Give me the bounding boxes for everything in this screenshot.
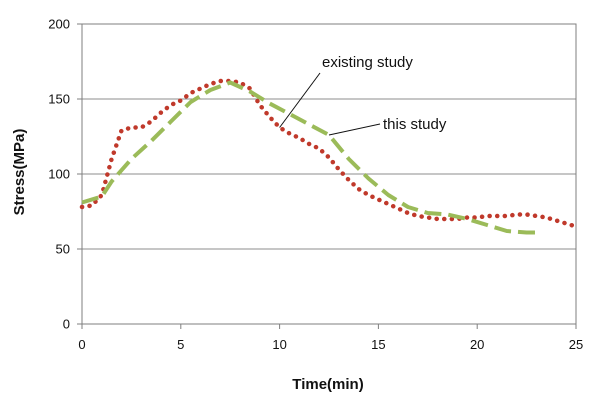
x-tick-label: 15: [371, 337, 385, 352]
x-tick-label: 20: [470, 337, 484, 352]
gridlines: [82, 98, 576, 250]
x-tick-label: 25: [569, 337, 583, 352]
annotations: existing study this study: [279, 54, 447, 136]
y-tick-label: 100: [48, 167, 70, 182]
series-line-existing-study: [79, 78, 579, 229]
annotation-leader-line: [279, 72, 321, 128]
annotation-label: existing study: [322, 54, 413, 71]
y-tick-label: 200: [48, 17, 70, 32]
series-layer: [79, 78, 579, 235]
x-tick-label: 5: [177, 337, 184, 352]
axes: [77, 23, 577, 329]
x-tick-label: 0: [78, 337, 85, 352]
y-tick-label: 150: [48, 92, 70, 107]
x-axis-title: Time(min): [292, 376, 363, 393]
annotation-label: this study: [383, 116, 447, 133]
series-line-this-study: [81, 80, 537, 235]
y-tick-label: 50: [56, 242, 70, 257]
annotation-leader-line: [328, 123, 381, 136]
tick-labels: 0 50 100 150 200 0 5 10 15 20 25: [48, 17, 583, 353]
x-tick-label: 10: [272, 337, 286, 352]
y-axis-title: Stress(MPa): [11, 129, 28, 216]
y-tick-label: 0: [63, 317, 70, 332]
